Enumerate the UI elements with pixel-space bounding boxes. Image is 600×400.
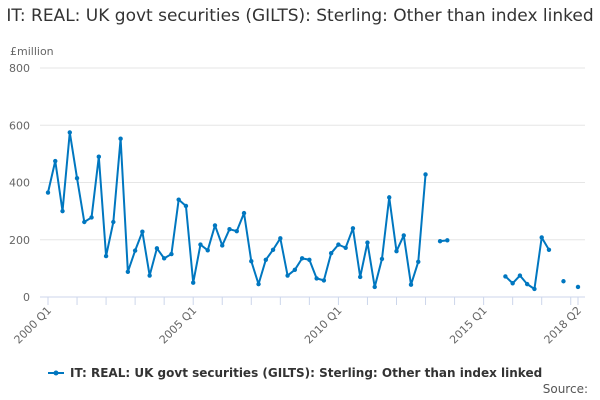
data-point bbox=[198, 242, 203, 247]
data-point bbox=[437, 238, 443, 244]
data-point bbox=[328, 251, 334, 256]
y-axis-label: £million bbox=[10, 45, 54, 58]
legend-label: IT: REAL: UK govt securities (GILTS): St… bbox=[70, 366, 543, 380]
data-point bbox=[74, 176, 80, 181]
data-point bbox=[183, 203, 189, 209]
data-point bbox=[546, 247, 552, 252]
data-point bbox=[60, 208, 65, 214]
x-tick-label: 2005 Q1 bbox=[157, 304, 200, 347]
data-point bbox=[234, 228, 239, 234]
data-point bbox=[118, 136, 123, 141]
data-point bbox=[357, 274, 363, 280]
data-point bbox=[314, 276, 319, 281]
data-point bbox=[191, 280, 196, 285]
x-tick-label: 2000 Q1 bbox=[12, 304, 55, 347]
data-point bbox=[372, 284, 377, 290]
data-point bbox=[96, 154, 102, 159]
data-point bbox=[401, 233, 406, 238]
data-point bbox=[532, 286, 537, 292]
data-point bbox=[125, 269, 131, 275]
data-point bbox=[205, 248, 210, 253]
data-point bbox=[270, 247, 276, 252]
data-point bbox=[249, 259, 254, 264]
source-label: Source: bbox=[542, 382, 588, 396]
data-point bbox=[503, 274, 508, 279]
data-point bbox=[212, 223, 218, 228]
data-point bbox=[67, 130, 72, 135]
data-point bbox=[292, 267, 298, 273]
data-point bbox=[89, 215, 94, 220]
x-tick-label: 2010 Q1 bbox=[302, 304, 345, 347]
data-point bbox=[423, 172, 428, 177]
y-tick-label: 800 bbox=[9, 62, 30, 75]
data-point bbox=[241, 210, 247, 216]
data-point bbox=[408, 282, 414, 287]
data-point bbox=[387, 195, 392, 200]
series-line bbox=[47, 131, 427, 288]
data-point bbox=[299, 256, 305, 261]
x-tick-label: 2015 Q1 bbox=[447, 304, 490, 347]
y-tick-label: 600 bbox=[9, 119, 30, 132]
data-point bbox=[343, 245, 348, 250]
data-point bbox=[365, 240, 370, 245]
data-point bbox=[539, 235, 544, 240]
data-point bbox=[575, 284, 581, 290]
data-point bbox=[45, 190, 51, 195]
legend-line-icon bbox=[48, 370, 64, 376]
y-tick-label: 200 bbox=[9, 234, 30, 247]
data-point bbox=[350, 226, 356, 231]
y-tick-label: 0 bbox=[23, 291, 30, 304]
data-point bbox=[220, 243, 225, 248]
data-point bbox=[140, 229, 145, 234]
data-point bbox=[161, 256, 167, 261]
data-point bbox=[227, 226, 232, 232]
data-point bbox=[445, 238, 450, 243]
data-point bbox=[169, 251, 174, 257]
chart-title: IT: REAL: UK govt securities (GILTS): St… bbox=[6, 6, 594, 26]
data-point bbox=[561, 279, 566, 284]
data-point bbox=[524, 281, 530, 287]
legend[interactable]: IT: REAL: UK govt securities (GILTS): St… bbox=[48, 366, 542, 380]
data-point bbox=[307, 257, 312, 262]
data-point bbox=[103, 253, 109, 259]
x-tick-label: 2018 Q2 bbox=[542, 304, 585, 347]
data-point bbox=[517, 273, 523, 278]
data-point bbox=[394, 249, 399, 254]
data-point bbox=[147, 273, 152, 278]
data-point bbox=[256, 281, 261, 287]
data-point bbox=[285, 273, 290, 278]
data-point bbox=[321, 278, 327, 283]
data-point bbox=[416, 259, 421, 264]
data-point bbox=[154, 246, 160, 251]
data-point bbox=[379, 256, 385, 262]
data-point bbox=[111, 219, 116, 225]
data-point bbox=[510, 281, 515, 286]
data-point bbox=[176, 197, 181, 202]
y-tick-label: 400 bbox=[9, 177, 30, 190]
data-point bbox=[53, 158, 58, 164]
data-point bbox=[82, 219, 87, 225]
data-point bbox=[263, 257, 269, 262]
data-point bbox=[278, 236, 283, 241]
data-point bbox=[132, 248, 138, 253]
data-point bbox=[336, 242, 341, 247]
